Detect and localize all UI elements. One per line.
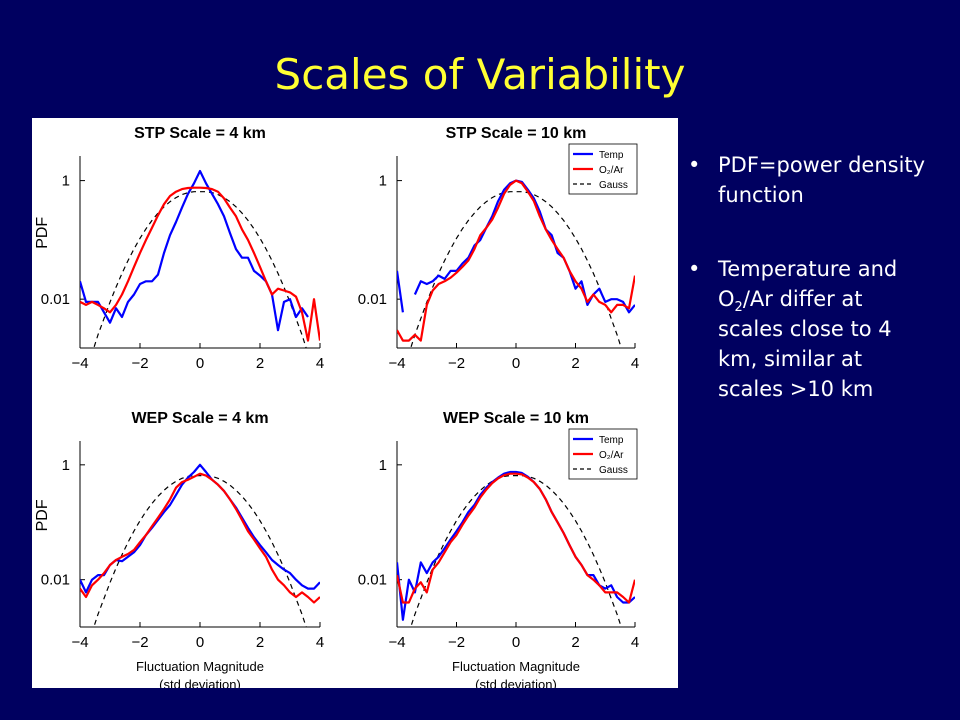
x-tick-label: 0 [512,634,520,651]
y-tick-label: 0.01 [358,291,387,308]
chart-panel-4: WEP Scale = 10 km −4 −2 0 2 4 0.01 1 Fluctuation… [358,410,639,688]
legend-label-gauss: Gauss [599,465,628,476]
x-tick-label: 0 [196,634,204,651]
legend-label-gauss: Gauss [599,180,628,191]
x-axis-label: Fluctuation Magnitude [452,659,580,674]
bullet-item-temperature: • Temperature and O2/Ar differ at scales… [688,254,928,404]
x-tick-label: 2 [571,634,579,651]
panel-title: WEP Scale = 10 km [443,410,589,427]
chart-panel-3: WEP Scale = 4 km −4 −2 0 2 4 0.01 1 PDF Fluctuati… [34,410,324,688]
y-tick-label: 1 [62,457,70,474]
x-tick-label: 4 [631,634,639,651]
bullet-item-pdf: • PDF=power density function [688,150,928,210]
series-line-o2ar [397,472,635,604]
bullet-dot-icon: • [688,153,701,177]
x-tick-label: −4 [388,634,405,651]
legend-label-temp: Temp [599,150,624,161]
legend-label-o2ar: O₂/Ar [599,165,624,176]
panel-title: STP Scale = 10 km [446,125,587,142]
y-axis-label: PDF [34,499,51,531]
x-axis-label: Fluctuation Magnitude [136,659,264,674]
x-tick-label: −2 [448,355,465,372]
bullet-text: PDF=power density function [718,153,926,207]
chart-figure: STP Scale = 4 km −4 −2 0 2 4 0.01 1 PDF STP Scale… [32,118,678,688]
x-tick-label: 2 [256,355,264,372]
chart-legend: Temp O₂/Ar Gauss [568,143,638,195]
x-tick-label: 4 [316,634,324,651]
chart-panel-2: STP Scale = 10 km −4 −2 0 2 4 0.01 1 Temp O₂/Ar Ga… [358,125,639,372]
x-tick-label: 2 [571,355,579,372]
series-line-o2ar [80,472,320,604]
series-line-gauss [93,191,307,348]
series-line-gauss [93,475,307,627]
series-line-gauss [410,475,622,627]
series-line-o2ar [397,179,635,342]
bullet-text-pre: Temperature and O [718,257,898,311]
bullet-dot-icon: • [688,257,701,281]
panel-title: WEP Scale = 4 km [131,410,268,427]
legend-label-temp: Temp [599,435,624,446]
x-tick-label: −2 [448,634,465,651]
x-tick-label: 4 [631,355,639,372]
panel-title: STP Scale = 4 km [134,125,266,142]
chart-panel-1: STP Scale = 4 km −4 −2 0 2 4 0.01 1 PDF [34,125,324,372]
x-tick-label: 0 [512,355,520,372]
x-axis-label-units: (std deviation) [159,677,241,688]
y-tick-label: 0.01 [358,572,387,589]
series-line-temp [80,463,320,594]
y-tick-label: 0.01 [41,572,70,589]
chart-legend: Temp O₂/Ar Gauss [568,428,638,480]
x-tick-label: −4 [71,355,88,372]
x-tick-label: −2 [131,634,148,651]
x-tick-label: 0 [196,355,204,372]
y-tick-label: 1 [379,457,387,474]
x-tick-label: 2 [256,634,264,651]
series-line-temp [397,470,635,621]
y-tick-label: 1 [379,173,387,190]
x-tick-label: 4 [316,355,324,372]
slide-title: Scales of Variability [274,50,686,99]
bullet-list: • PDF=power density function • Temperatu… [688,150,928,448]
y-tick-label: 1 [62,173,70,190]
x-axis-label-units: (std deviation) [475,677,557,688]
y-axis-label: PDF [34,217,51,249]
x-tick-label: −2 [131,355,148,372]
bullet-text-post: /Ar differ at scales close to 4 km, simi… [718,287,892,401]
y-tick-label: 0.01 [41,291,70,308]
x-tick-label: −4 [71,634,88,651]
series-line-o2ar [80,186,320,342]
legend-label-o2ar: O₂/Ar [599,450,624,461]
x-tick-label: −4 [388,355,405,372]
bullet-text-subscript: 2 [734,300,743,316]
